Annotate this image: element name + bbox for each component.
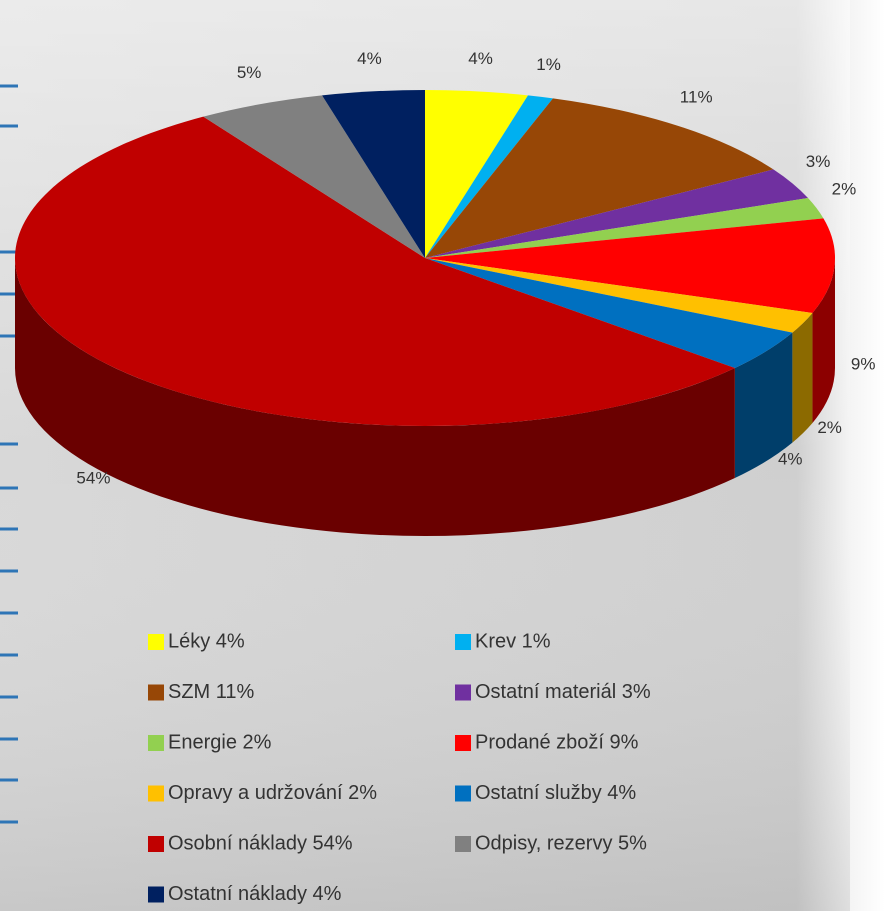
chart: 4%1%11%3%2%9%2%4%54%5%4%Léky 4%Krev 1%SZ… — [0, 0, 885, 911]
legend-label: Odpisy, rezervy 5% — [475, 832, 647, 854]
data-label: 1% — [536, 55, 561, 74]
legend-label: Osobní náklady 54% — [168, 832, 353, 854]
data-label: 54% — [76, 469, 110, 488]
legend-swatch — [455, 735, 471, 751]
legend-swatch — [148, 735, 164, 751]
legend-label: Léky 4% — [168, 630, 245, 652]
data-label: 4% — [778, 450, 803, 469]
legend-swatch — [148, 887, 164, 903]
legend-swatch — [148, 634, 164, 650]
legend-swatch — [148, 836, 164, 852]
data-label: 5% — [237, 63, 262, 82]
legend-label: Energie 2% — [168, 731, 272, 753]
legend-label: Ostatní náklady 4% — [168, 883, 342, 905]
legend-label: Ostatní služby 4% — [475, 782, 636, 804]
slice-side — [792, 313, 812, 443]
legend-swatch — [148, 786, 164, 802]
data-label: 9% — [851, 354, 876, 373]
legend-swatch — [455, 634, 471, 650]
legend-swatch — [455, 786, 471, 802]
data-label: 11% — [680, 88, 713, 107]
legend-label: Ostatní materiál 3% — [475, 681, 651, 703]
legend-swatch — [455, 836, 471, 852]
data-label: 2% — [817, 418, 842, 437]
data-label: 3% — [806, 152, 831, 171]
data-label: 2% — [832, 180, 857, 199]
legend-swatch — [455, 685, 471, 701]
legend-label: Krev 1% — [475, 630, 551, 652]
legend-label: Opravy a udržování 2% — [168, 782, 377, 804]
legend-swatch — [148, 685, 164, 701]
data-label: 4% — [468, 49, 493, 68]
legend-label: Prodané zboží 9% — [475, 731, 639, 753]
legend-label: SZM 11% — [168, 681, 255, 703]
data-label: 4% — [357, 49, 382, 68]
